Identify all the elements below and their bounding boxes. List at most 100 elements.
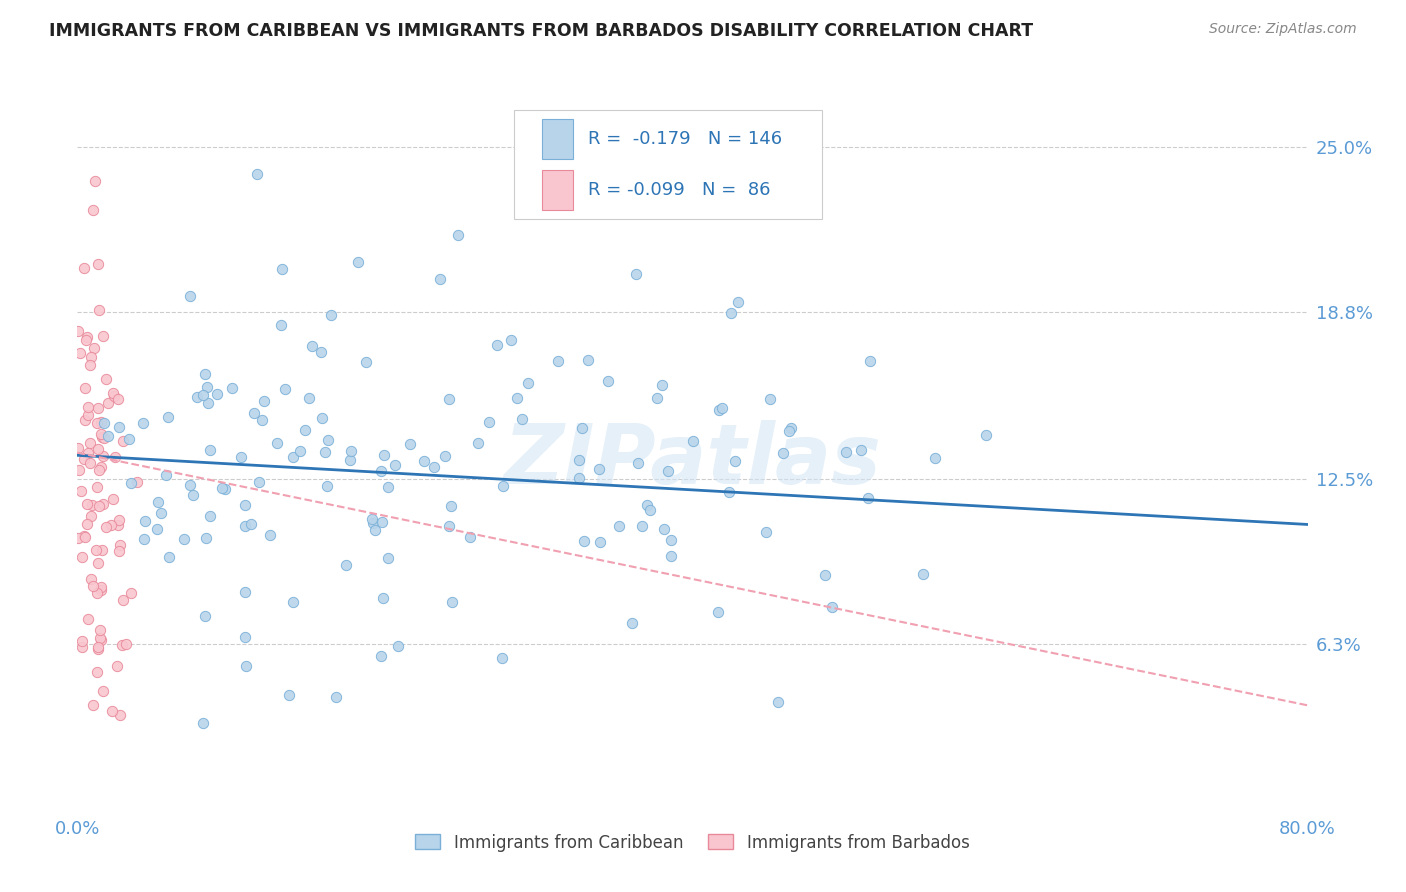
Point — [66, 441, 89, 455]
Point — [271, 262, 294, 277]
Point — [239, 516, 262, 531]
Point — [103, 389, 125, 403]
Point — [77, 408, 100, 422]
Point — [568, 470, 591, 484]
Point — [86, 665, 108, 680]
Point — [682, 434, 704, 448]
Point — [598, 374, 620, 388]
Point — [316, 479, 339, 493]
Point — [717, 485, 740, 500]
Point — [195, 379, 218, 393]
Point — [441, 595, 464, 609]
Point — [654, 522, 676, 536]
Point — [80, 350, 103, 364]
Point — [221, 381, 243, 395]
Point — [89, 624, 111, 638]
Point — [373, 448, 395, 462]
Point — [373, 591, 395, 605]
Point — [636, 498, 658, 512]
Point — [90, 427, 112, 442]
Point — [87, 556, 110, 570]
Point — [101, 491, 124, 506]
Point — [107, 513, 129, 527]
Point — [387, 639, 409, 653]
Point — [93, 416, 115, 430]
Legend: Immigrants from Caribbean, Immigrants from Barbados: Immigrants from Caribbean, Immigrants fr… — [409, 827, 976, 858]
Point — [620, 616, 643, 631]
Point — [200, 508, 222, 523]
Point — [288, 444, 311, 458]
Point — [157, 549, 180, 564]
Point — [235, 659, 257, 673]
Point — [108, 544, 131, 558]
Point — [568, 453, 591, 467]
Point — [413, 454, 436, 468]
Point — [80, 573, 103, 587]
Point — [83, 341, 105, 355]
Point — [709, 403, 731, 417]
Point — [974, 427, 997, 442]
Point — [821, 599, 844, 614]
Point — [125, 475, 148, 489]
Point — [294, 423, 316, 437]
Point — [429, 272, 451, 286]
Point — [547, 354, 569, 368]
Point — [101, 704, 124, 718]
Point — [283, 450, 305, 465]
Point — [924, 450, 946, 465]
Point — [335, 558, 357, 572]
Point — [253, 394, 276, 409]
Point — [157, 409, 180, 424]
Point — [437, 518, 460, 533]
Point — [79, 436, 101, 450]
Point — [76, 400, 98, 414]
Point — [558, 203, 581, 218]
Point — [458, 530, 481, 544]
Point — [101, 386, 124, 401]
Point — [91, 450, 114, 464]
Point — [186, 391, 208, 405]
Point — [491, 651, 513, 665]
Point — [758, 392, 780, 407]
Point — [73, 529, 96, 543]
Point — [194, 368, 217, 382]
Point — [90, 633, 112, 648]
Point — [399, 437, 422, 451]
Point — [120, 475, 142, 490]
Point — [384, 458, 406, 472]
Point — [214, 482, 236, 496]
Point — [572, 533, 595, 548]
Point — [80, 509, 103, 524]
Point — [104, 450, 127, 464]
Point — [69, 346, 91, 360]
Point — [360, 511, 382, 525]
Point — [311, 411, 333, 425]
Point — [82, 579, 104, 593]
Point — [146, 495, 169, 509]
Point — [638, 503, 661, 517]
Point — [193, 388, 215, 402]
Point — [517, 376, 540, 391]
Point — [79, 456, 101, 470]
Point — [246, 167, 269, 181]
FancyBboxPatch shape — [515, 110, 821, 219]
Point — [75, 413, 97, 427]
Point — [112, 592, 135, 607]
Point — [571, 421, 593, 435]
Point — [371, 515, 394, 529]
Point — [67, 463, 90, 477]
Point — [247, 475, 270, 489]
Point — [316, 433, 339, 447]
Point — [87, 257, 110, 271]
Point — [231, 450, 253, 464]
Point — [107, 518, 129, 533]
Text: Source: ZipAtlas.com: Source: ZipAtlas.com — [1209, 22, 1357, 37]
Point — [86, 480, 108, 494]
Point — [91, 497, 114, 511]
Point — [363, 516, 385, 531]
Point — [73, 452, 96, 467]
Point — [82, 698, 104, 712]
Point — [87, 442, 110, 456]
Point — [194, 608, 217, 623]
Point — [659, 533, 682, 547]
